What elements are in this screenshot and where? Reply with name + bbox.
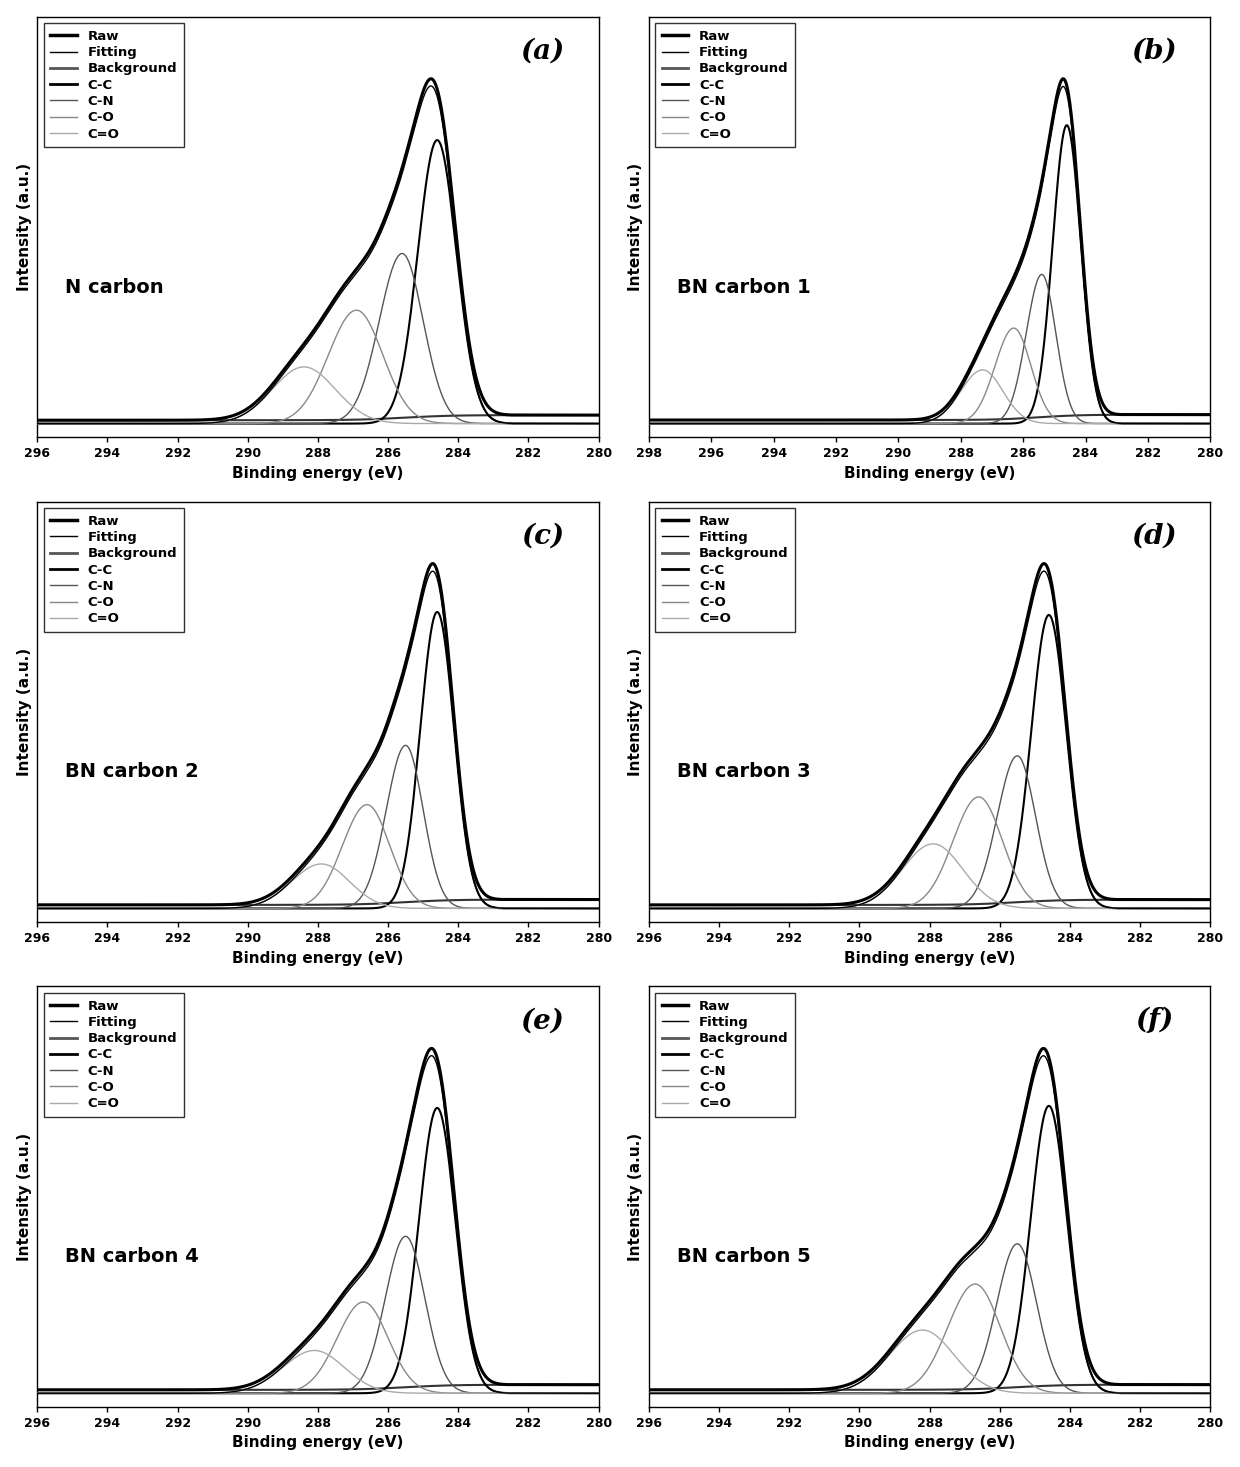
Text: BN carbon 4: BN carbon 4 bbox=[66, 1247, 200, 1266]
X-axis label: Binding energy (eV): Binding energy (eV) bbox=[844, 951, 1016, 965]
Text: (c): (c) bbox=[521, 522, 564, 550]
X-axis label: Binding energy (eV): Binding energy (eV) bbox=[232, 1435, 403, 1451]
Text: BN carbon 1: BN carbon 1 bbox=[677, 277, 811, 296]
Text: (b): (b) bbox=[1131, 38, 1177, 65]
Text: BN carbon 3: BN carbon 3 bbox=[677, 763, 811, 782]
Legend: Raw, Fitting, Background, C-C, C-N, C-O, C=O: Raw, Fitting, Background, C-C, C-N, C-O,… bbox=[43, 23, 184, 147]
X-axis label: Binding energy (eV): Binding energy (eV) bbox=[232, 465, 403, 481]
Y-axis label: Intensity (a.u.): Intensity (a.u.) bbox=[16, 648, 32, 776]
X-axis label: Binding energy (eV): Binding energy (eV) bbox=[844, 465, 1016, 481]
Text: N carbon: N carbon bbox=[66, 277, 164, 296]
Y-axis label: Intensity (a.u.): Intensity (a.u.) bbox=[629, 648, 644, 776]
X-axis label: Binding energy (eV): Binding energy (eV) bbox=[232, 951, 403, 965]
Text: BN carbon 2: BN carbon 2 bbox=[66, 763, 200, 782]
Legend: Raw, Fitting, Background, C-C, C-N, C-O, C=O: Raw, Fitting, Background, C-C, C-N, C-O,… bbox=[656, 508, 795, 632]
Legend: Raw, Fitting, Background, C-C, C-N, C-O, C=O: Raw, Fitting, Background, C-C, C-N, C-O,… bbox=[656, 993, 795, 1116]
Legend: Raw, Fitting, Background, C-C, C-N, C-O, C=O: Raw, Fitting, Background, C-C, C-N, C-O,… bbox=[43, 993, 184, 1116]
Legend: Raw, Fitting, Background, C-C, C-N, C-O, C=O: Raw, Fitting, Background, C-C, C-N, C-O,… bbox=[656, 23, 795, 147]
Text: BN carbon 5: BN carbon 5 bbox=[677, 1247, 811, 1266]
Text: (d): (d) bbox=[1131, 522, 1177, 550]
Legend: Raw, Fitting, Background, C-C, C-N, C-O, C=O: Raw, Fitting, Background, C-C, C-N, C-O,… bbox=[43, 508, 184, 632]
Text: (e): (e) bbox=[521, 1008, 564, 1034]
Y-axis label: Intensity (a.u.): Intensity (a.u.) bbox=[629, 163, 644, 290]
Y-axis label: Intensity (a.u.): Intensity (a.u.) bbox=[16, 1133, 32, 1260]
Text: (f): (f) bbox=[1135, 1008, 1173, 1034]
X-axis label: Binding energy (eV): Binding energy (eV) bbox=[844, 1435, 1016, 1451]
Y-axis label: Intensity (a.u.): Intensity (a.u.) bbox=[16, 163, 32, 290]
Y-axis label: Intensity (a.u.): Intensity (a.u.) bbox=[629, 1133, 644, 1260]
Text: (a): (a) bbox=[521, 38, 564, 65]
